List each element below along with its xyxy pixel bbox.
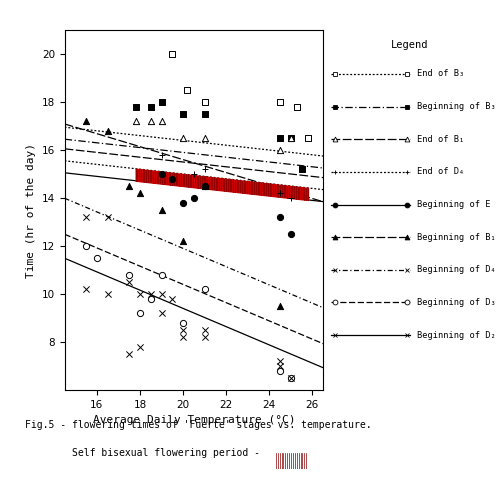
Point (158, 117, 166, 125)
Point (168, 175, 176, 183)
Point (201, 326, 209, 334)
Point (201, 182, 209, 190)
Y-axis label: Time (hr of the day): Time (hr of the day) (26, 142, 36, 278)
Point (298, 165, 306, 173)
Text: End of B₁: End of B₁ (416, 135, 464, 144)
Point (201, 98, 209, 106)
Point (183, 86, 191, 94)
Point (104, 290, 112, 298)
Point (168, 295, 176, 303)
Point (201, 182, 209, 190)
Point (136, 309, 144, 317)
Text: Beginning of D₃: Beginning of D₃ (416, 298, 496, 307)
Point (179, 319, 187, 327)
Point (276, 189, 284, 197)
Point (304, 134, 312, 142)
Point (190, 170, 198, 178)
Text: Fig.5 - flowering times of 'Fuerte' stages vs. temperature.: Fig.5 - flowering times of 'Fuerte' stag… (25, 420, 371, 430)
Point (287, 230, 295, 238)
Point (158, 309, 166, 317)
Point (276, 362, 284, 370)
Point (276, 98, 284, 106)
Point (132, 117, 140, 125)
Point (201, 134, 209, 142)
Text: Self bisexual flowering period -: Self bisexual flowering period - (25, 448, 260, 458)
Text: End of B₃: End of B₃ (416, 70, 464, 78)
Point (158, 206, 166, 214)
Point (104, 127, 112, 135)
Point (276, 146, 284, 154)
Text: Beginning of D₄: Beginning of D₄ (416, 266, 496, 274)
Point (93, 254, 101, 262)
Text: Beginning of B₁: Beginning of B₁ (416, 232, 496, 241)
Point (287, 134, 295, 142)
Point (125, 350, 133, 358)
Point (276, 357, 284, 365)
Point (82, 285, 90, 293)
Point (287, 374, 295, 382)
Point (179, 134, 187, 142)
Point (190, 194, 198, 202)
Point (201, 333, 209, 341)
Point (276, 367, 284, 375)
Point (125, 271, 133, 279)
Text: Beginning of E: Beginning of E (416, 200, 490, 209)
Point (132, 103, 140, 111)
Point (158, 151, 166, 159)
Point (82, 242, 90, 250)
Point (147, 295, 155, 303)
Text: Beginning of D₂: Beginning of D₂ (416, 330, 496, 340)
Point (179, 326, 187, 334)
Point (125, 182, 133, 190)
Point (276, 213, 284, 221)
Point (147, 290, 155, 298)
Point (82, 117, 90, 125)
Point (276, 302, 284, 310)
Text: Beginning of B₃: Beginning of B₃ (416, 102, 496, 111)
Point (287, 374, 295, 382)
Point (293, 103, 301, 111)
Point (168, 50, 176, 58)
X-axis label: Average Daily Temperature (°C): Average Daily Temperature (°C) (92, 416, 295, 426)
Point (179, 110, 187, 118)
Point (201, 285, 209, 293)
Point (201, 165, 209, 173)
Point (147, 103, 155, 111)
Point (179, 333, 187, 341)
Point (136, 343, 144, 351)
Point (82, 213, 90, 221)
Point (287, 134, 295, 142)
Point (158, 271, 166, 279)
Point (179, 237, 187, 245)
Point (136, 189, 144, 197)
Point (147, 117, 155, 125)
Point (158, 98, 166, 106)
Point (158, 170, 166, 178)
Point (104, 213, 112, 221)
Point (179, 199, 187, 207)
Point (287, 194, 295, 202)
Point (201, 110, 209, 118)
Point (136, 290, 144, 298)
Text: End of D₄: End of D₄ (416, 168, 464, 176)
Point (158, 290, 166, 298)
Point (125, 278, 133, 286)
Point (287, 398, 295, 406)
Point (276, 134, 284, 142)
Text: Legend: Legend (391, 40, 429, 50)
